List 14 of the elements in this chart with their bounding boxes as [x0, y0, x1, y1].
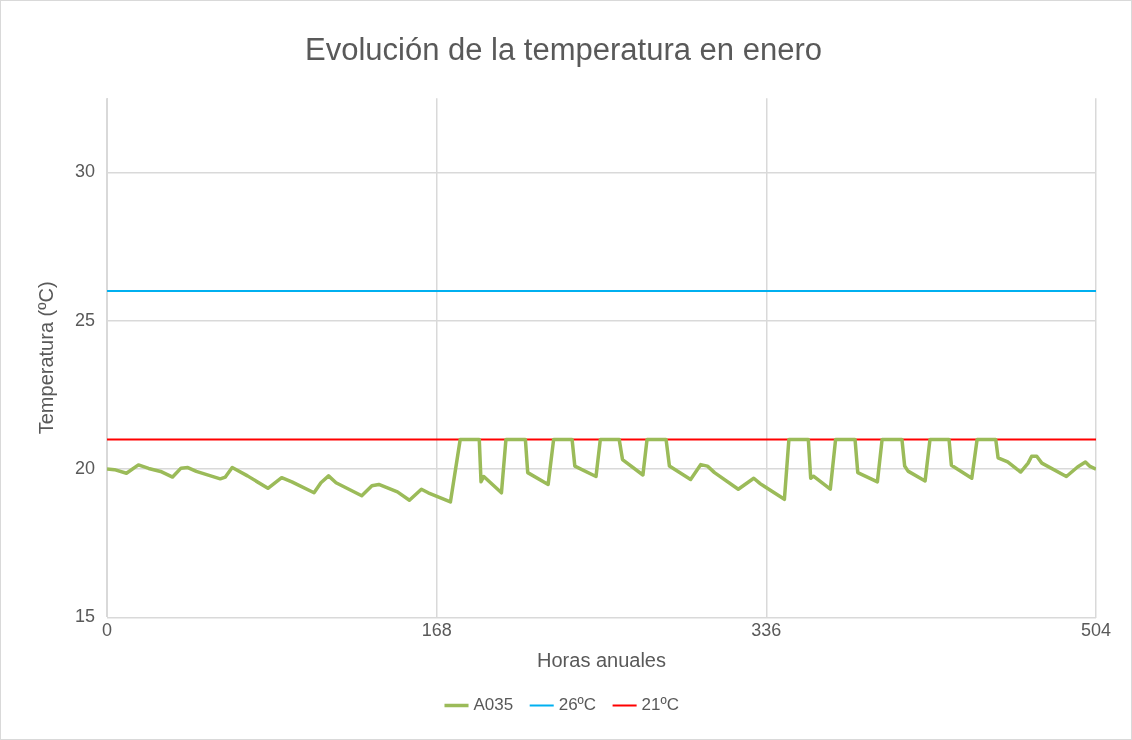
y-tick-label: 20: [74, 458, 96, 479]
x-tick-label: 504: [1080, 620, 1112, 641]
x-tick-label: 0: [102, 620, 113, 641]
legend-label: 21ºC: [641, 695, 680, 715]
legend-label: A035: [473, 695, 514, 715]
chart-title: Evolución de la temperatura en enero: [305, 32, 822, 68]
x-tick-label: 168: [421, 620, 452, 641]
x-tick-label: 336: [751, 620, 782, 641]
y-axis-title: Temperatura (ºC): [34, 281, 57, 435]
y-tick-label: 25: [74, 309, 96, 330]
x-axis-title: Horas anuales: [537, 648, 666, 671]
legend-label: 26ºC: [558, 695, 597, 715]
y-tick-label: 15: [74, 606, 96, 627]
y-tick-label: 30: [74, 161, 96, 182]
